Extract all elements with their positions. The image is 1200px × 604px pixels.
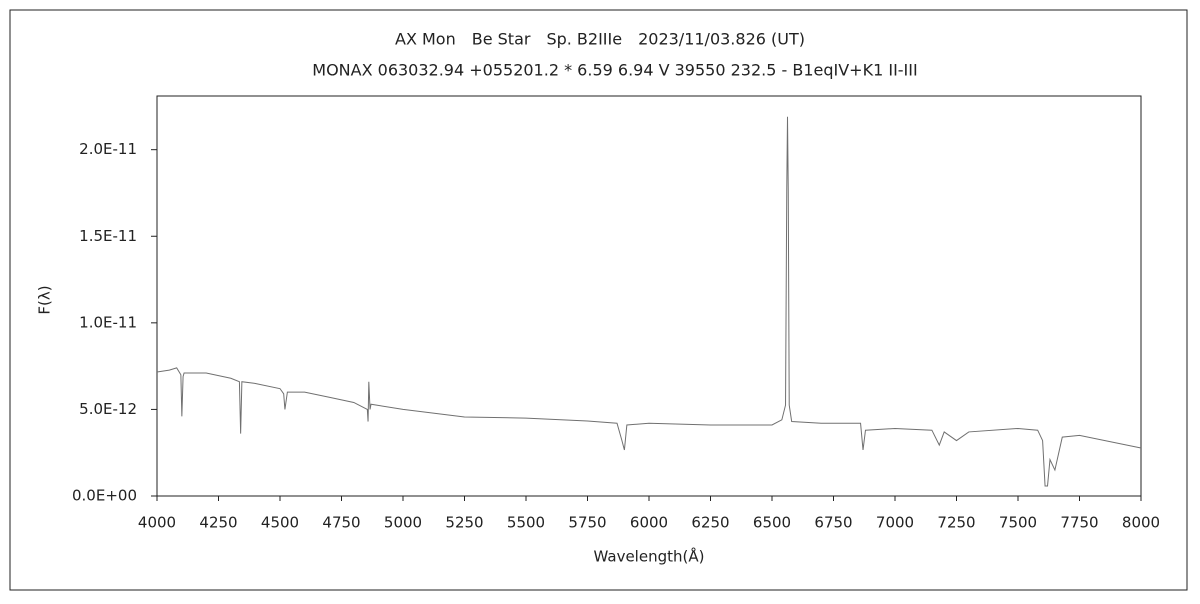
x-tick-label: 6750 (814, 514, 852, 532)
x-tick-label: 6500 (753, 514, 791, 532)
y-tick-label: 5.0E-12 (79, 400, 137, 418)
chart-subtitle: MONAX 063032.94 +055201.2 * 6.59 6.94 V … (312, 61, 917, 80)
x-axis-label: Wavelength(Å) (594, 547, 705, 566)
y-tick-label: 1.0E-11 (79, 313, 137, 331)
y-axis-label: F(λ) (36, 285, 54, 314)
y-tick-label: 1.5E-11 (79, 227, 137, 245)
x-tick-label: 5250 (445, 514, 483, 532)
x-tick-label: 7500 (999, 514, 1037, 532)
y-tick-label: 0.0E+00 (72, 487, 137, 505)
x-tick-label: 4250 (199, 514, 237, 532)
x-tick-label: 7250 (937, 514, 975, 532)
spectrum-line (156, 116, 1142, 487)
x-tick-label: 7000 (876, 514, 914, 532)
x-tick-label: 4500 (261, 514, 299, 532)
frame (9, 9, 1188, 591)
plot-area (156, 95, 1142, 497)
x-tick-label: 5750 (568, 514, 606, 532)
y-tick-label: 2.0E-11 (79, 140, 137, 158)
x-tick-label: 6000 (630, 514, 668, 532)
x-tick-label: 7750 (1060, 514, 1098, 532)
x-tick-label: 8000 (1122, 514, 1160, 532)
x-tick-label: 4000 (138, 514, 176, 532)
x-tick-label: 5000 (384, 514, 422, 532)
x-tick-label: 4750 (322, 514, 360, 532)
chart-title: AX Mon Be Star Sp. B2IIIe 2023/11/03.826… (395, 30, 805, 49)
x-tick-label: 5500 (507, 514, 545, 532)
x-tick-label: 6250 (691, 514, 729, 532)
